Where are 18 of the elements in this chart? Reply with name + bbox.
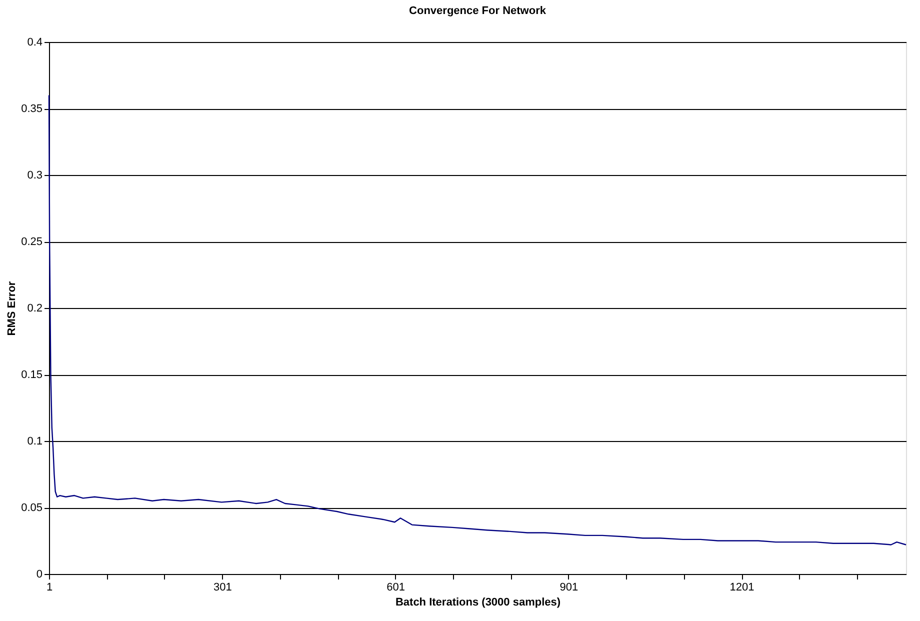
y-tick-label: 0.25 xyxy=(21,236,42,248)
y-tick-label: 0.1 xyxy=(27,436,42,448)
y-tick-label: 0.3 xyxy=(27,170,42,182)
y-tick-label: 0.4 xyxy=(27,36,42,48)
y-axis-title: RMS Error xyxy=(6,280,18,336)
x-tick-label: 901 xyxy=(560,582,578,594)
y-tick-label: 0.15 xyxy=(21,369,42,381)
x-tick-label: 601 xyxy=(386,582,405,594)
x-tick-label: 301 xyxy=(213,582,232,594)
y-tick-label: 0 xyxy=(36,568,42,580)
y-tick-label: 0.05 xyxy=(21,502,42,514)
y-tick-label: 0.35 xyxy=(21,103,42,115)
x-tick-label: 1201 xyxy=(730,582,754,594)
line-series xyxy=(48,94,907,546)
y-tick-label: 0.2 xyxy=(27,302,42,314)
x-axis-title: Batch Iterations (3000 samples) xyxy=(395,596,561,608)
x-tick-label: 1 xyxy=(46,582,53,594)
chart-title: Convergence For Network xyxy=(409,5,547,17)
